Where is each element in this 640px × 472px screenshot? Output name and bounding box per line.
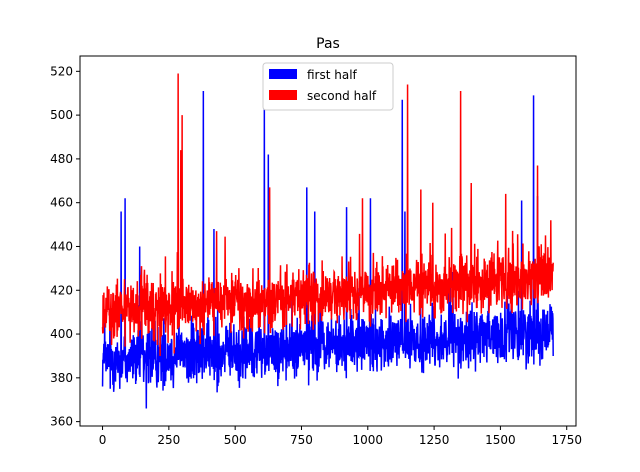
x-tick-label: 0	[99, 433, 107, 447]
legend-label-first-half: first half	[307, 68, 358, 82]
x-tick-label: 1000	[353, 433, 384, 447]
y-tick-label: 420	[50, 283, 73, 297]
y-tick-label: 440	[50, 239, 73, 253]
legend: first half second half	[262, 62, 394, 111]
x-tick-label: 750	[290, 433, 313, 447]
plot-frame	[79, 55, 577, 427]
y-tick-label: 400	[50, 327, 73, 341]
y-tick-label: 480	[50, 152, 73, 166]
x-tick-label: 1250	[419, 433, 450, 447]
y-tick-label: 360	[50, 415, 73, 429]
series-line-first-half	[101, 91, 554, 409]
axes: 0 250 500 750 1000 1250 1500 1750 360 380 400 420 44…	[50, 64, 582, 447]
y-tick-label: 380	[50, 371, 73, 385]
series-layer	[101, 73, 554, 409]
x-tick-label: 500	[224, 433, 247, 447]
x-tick-label: 250	[157, 433, 180, 447]
y-tick-label: 460	[50, 196, 73, 210]
chart-title: Pas	[316, 36, 340, 52]
legend-label-second-half: second half	[307, 89, 377, 103]
x-tick-label: 1750	[551, 433, 582, 447]
series-line-second-half	[101, 73, 554, 357]
x-tick-label: 1500	[485, 433, 516, 447]
legend-swatch-first-half	[269, 69, 297, 79]
y-tick-label: 500	[50, 108, 73, 122]
legend-swatch-second-half	[269, 90, 297, 100]
y-tick-label: 520	[50, 64, 73, 78]
